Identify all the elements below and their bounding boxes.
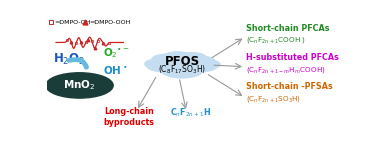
Text: O$_2$$^{\bullet-}$: O$_2$$^{\bullet-}$: [103, 47, 130, 60]
Text: Long-chain
byproducts: Long-chain byproducts: [104, 107, 155, 127]
Circle shape: [145, 59, 169, 69]
Circle shape: [152, 54, 180, 65]
Circle shape: [46, 73, 113, 98]
Text: MnO$_2$: MnO$_2$: [63, 79, 96, 92]
Text: (C$_8$F$_{17}$SO$_3$H): (C$_8$F$_{17}$SO$_3$H): [158, 64, 206, 76]
Text: (C$_n$F$_{2n+1-m}$H$_m$COOH): (C$_n$F$_{2n+1-m}$H$_m$COOH): [246, 65, 325, 75]
Text: C$_n$F$_{2n+1}$H: C$_n$F$_{2n+1}$H: [170, 107, 211, 119]
Text: (C$_n$F$_{2n+1}$COOH ): (C$_n$F$_{2n+1}$COOH ): [246, 35, 306, 45]
Text: Short-chain PFCAs: Short-chain PFCAs: [246, 24, 329, 33]
Text: PFOS: PFOS: [164, 55, 200, 68]
Circle shape: [147, 59, 179, 72]
Text: H$_2$O$_2$: H$_2$O$_2$: [53, 51, 85, 66]
Circle shape: [189, 56, 215, 66]
Circle shape: [197, 60, 220, 69]
Circle shape: [162, 58, 202, 73]
Text: (C$_n$F$_{2n+1}$SO$_3$H): (C$_n$F$_{2n+1}$SO$_3$H): [246, 94, 301, 104]
Text: H-substituted PFCAs: H-substituted PFCAs: [246, 53, 339, 62]
Text: =DMPO-OH: =DMPO-OH: [54, 20, 91, 25]
Text: Short-chain -PFSAs: Short-chain -PFSAs: [246, 82, 333, 91]
Circle shape: [161, 62, 203, 78]
Circle shape: [163, 52, 192, 63]
Text: =DMPO-OOH: =DMPO-OOH: [90, 20, 131, 25]
Text: OH$^\bullet$: OH$^\bullet$: [103, 64, 127, 76]
FancyArrowPatch shape: [69, 59, 86, 67]
Circle shape: [185, 59, 217, 72]
Circle shape: [178, 53, 206, 63]
